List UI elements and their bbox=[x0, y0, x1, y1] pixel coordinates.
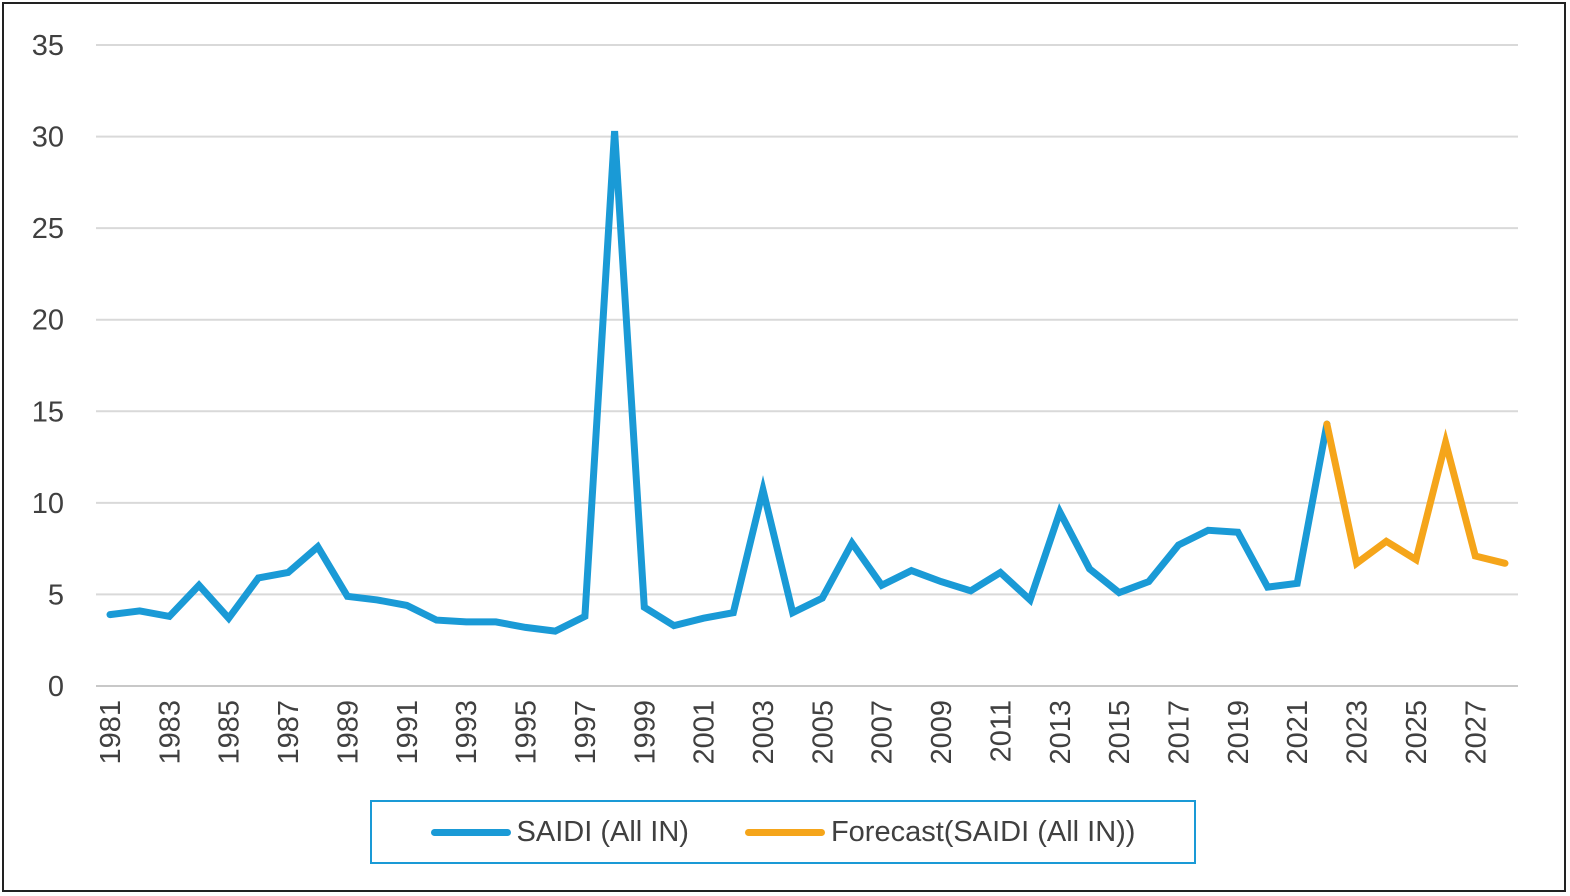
x-tick-label: 2005 bbox=[807, 700, 839, 765]
x-tick-label: 2001 bbox=[689, 700, 721, 765]
x-tick-label: 1987 bbox=[273, 700, 305, 765]
x-tick-label: 2027 bbox=[1460, 700, 1492, 765]
x-tick-label: 1981 bbox=[95, 700, 127, 765]
x-tick-label: 1999 bbox=[629, 700, 661, 765]
y-axis-ticks: 0 5 10 15 20 25 30 35 bbox=[32, 30, 64, 703]
y-tick-label: 0 bbox=[48, 671, 64, 703]
y-tick-label: 15 bbox=[32, 396, 64, 428]
x-tick-label: 1993 bbox=[451, 700, 483, 765]
x-tick-label: 2003 bbox=[748, 700, 780, 765]
legend-label-saidi: SAIDI (All IN) bbox=[516, 815, 689, 848]
y-tick-label: 25 bbox=[32, 213, 64, 245]
y-tick-label: 20 bbox=[32, 305, 64, 337]
y-tick-label: 5 bbox=[48, 579, 64, 611]
x-tick-label: 2015 bbox=[1104, 700, 1136, 765]
x-tick-label: 1985 bbox=[214, 700, 246, 765]
x-axis-ticks: 1981 1983 1985 1987 1989 1991 1993 1995 1997 1999… bbox=[95, 700, 1492, 765]
x-tick-label: 1991 bbox=[392, 700, 424, 765]
series-line-forecast bbox=[1323, 420, 1509, 570]
legend-swatch-saidi bbox=[430, 828, 511, 836]
legend: SAIDI (All IN) Forecast(SAIDI (All IN)) bbox=[370, 800, 1196, 864]
legend-entry-saidi: SAIDI (All IN) bbox=[430, 815, 689, 849]
y-tick-label: 35 bbox=[32, 30, 64, 62]
gridlines bbox=[96, 44, 1518, 687]
x-tick-label: 2025 bbox=[1401, 700, 1433, 765]
x-tick-label: 2023 bbox=[1342, 700, 1374, 765]
legend-label-forecast: Forecast(SAIDI (All IN)) bbox=[830, 815, 1136, 848]
x-tick-label: 2009 bbox=[926, 700, 958, 765]
legend-entry-forecast: Forecast(SAIDI (All IN)) bbox=[744, 815, 1136, 849]
y-tick-label: 30 bbox=[32, 122, 64, 154]
x-tick-label: 1983 bbox=[154, 700, 186, 765]
series-line-saidi bbox=[106, 130, 1331, 635]
x-tick-label: 1997 bbox=[570, 700, 602, 765]
x-tick-label: 2011 bbox=[985, 700, 1017, 762]
legend-swatch-forecast bbox=[744, 828, 825, 836]
x-tick-label: 2019 bbox=[1223, 700, 1255, 765]
x-tick-label: 2017 bbox=[1164, 700, 1196, 765]
x-tick-label: 2013 bbox=[1045, 700, 1077, 765]
y-tick-label: 10 bbox=[32, 488, 64, 520]
x-tick-label: 1995 bbox=[511, 700, 543, 765]
x-tick-label: 1989 bbox=[332, 700, 364, 765]
series-lines bbox=[106, 130, 1509, 635]
x-tick-label: 2007 bbox=[867, 700, 899, 765]
x-tick-label: 2021 bbox=[1282, 700, 1314, 765]
